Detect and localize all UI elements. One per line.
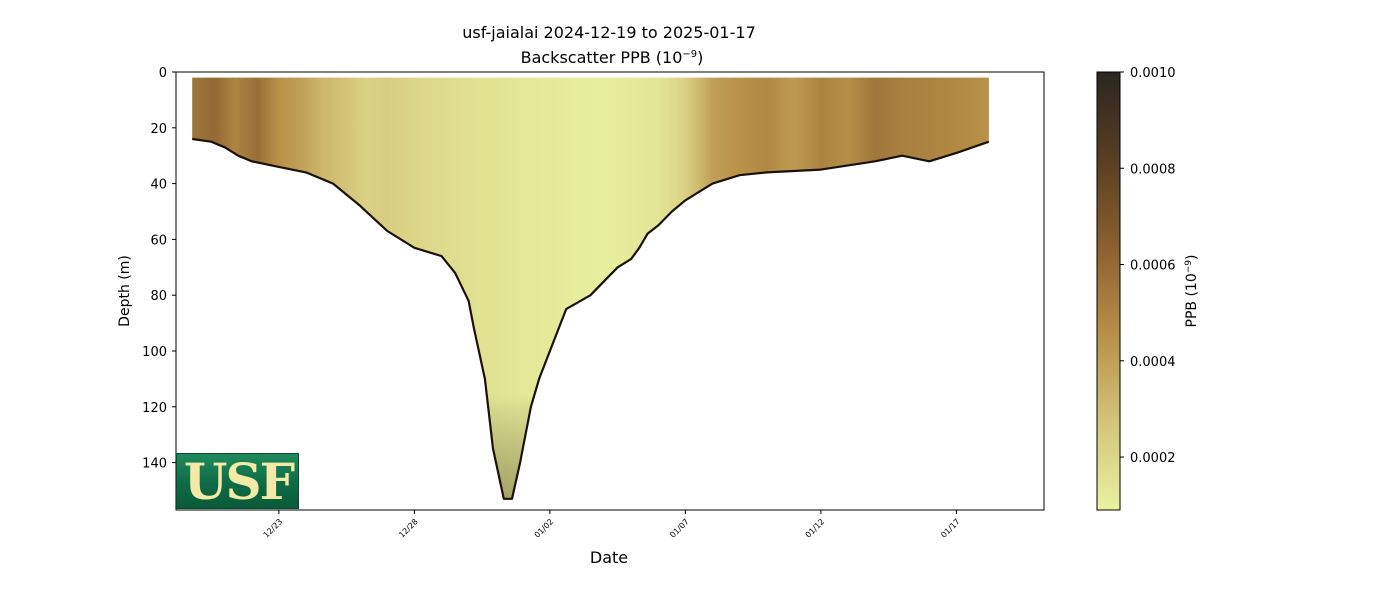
bottom-edge-line — [192, 137, 990, 500]
usf-logo-text: USF — [183, 452, 295, 511]
x-tick-label: 01/12 — [804, 517, 827, 540]
colorbar-label: PPB (10−9) — [1184, 255, 1200, 328]
colorbar-label-prefix: PPB (10 — [1184, 273, 1200, 327]
colorbar-label-suffix: ) — [1184, 255, 1200, 260]
x-tick-label: 12/28 — [397, 517, 420, 540]
data-layer — [192, 77, 990, 500]
usf-logo: USF — [176, 452, 299, 511]
y-tick-label: 140 — [142, 457, 167, 472]
colorbar-tick-label: 0.0004 — [1130, 355, 1176, 370]
colorbar-tick-label: 0.0006 — [1130, 259, 1176, 274]
chart-subtitle-suffix: ) — [697, 48, 703, 67]
y-tick-label: 60 — [150, 233, 167, 248]
y-axis-label: Depth (m) — [117, 255, 133, 327]
colorbar-label-exponent: −9 — [1184, 260, 1194, 274]
x-tick-label: 01/02 — [533, 517, 556, 540]
colorbar-tick-label: 0.0010 — [1130, 66, 1176, 81]
x-axis: 12/23 12/28 01/02 01/07 01/12 01/17 — [262, 510, 962, 540]
x-axis-label: Date — [590, 548, 628, 567]
y-tick-label: 40 — [150, 178, 167, 193]
y-axis: 0 20 40 60 80 100 120 140 — [142, 66, 176, 472]
colorbar — [1096, 71, 1121, 511]
colorbar-tick-label: 0.0002 — [1130, 451, 1176, 466]
y-tick-label: 0 — [159, 66, 167, 81]
y-tick-label: 20 — [150, 122, 167, 137]
colorbar-tick-label: 0.0008 — [1130, 162, 1176, 177]
chart-subtitle: Backscatter PPB (10−9) — [521, 48, 704, 67]
chart-subtitle-prefix: Backscatter PPB (10 — [521, 48, 683, 67]
y-tick-label: 120 — [142, 401, 167, 416]
x-tick-label: 01/07 — [668, 517, 691, 540]
y-tick-label: 80 — [150, 289, 167, 304]
x-tick-label: 12/23 — [262, 517, 285, 540]
x-tick-label: 01/17 — [939, 517, 962, 540]
chart-subtitle-exponent: −9 — [682, 49, 697, 60]
plot-frame — [175, 71, 1045, 511]
y-tick-label: 100 — [142, 345, 167, 360]
chart-title: usf-jaialai 2024-12-19 to 2025-01-17 — [462, 23, 756, 42]
backscatter-depth-shade — [192, 77, 989, 499]
colorbar-axis: 0.0002 0.0004 0.0006 0.0008 0.0010 — [1120, 66, 1176, 466]
